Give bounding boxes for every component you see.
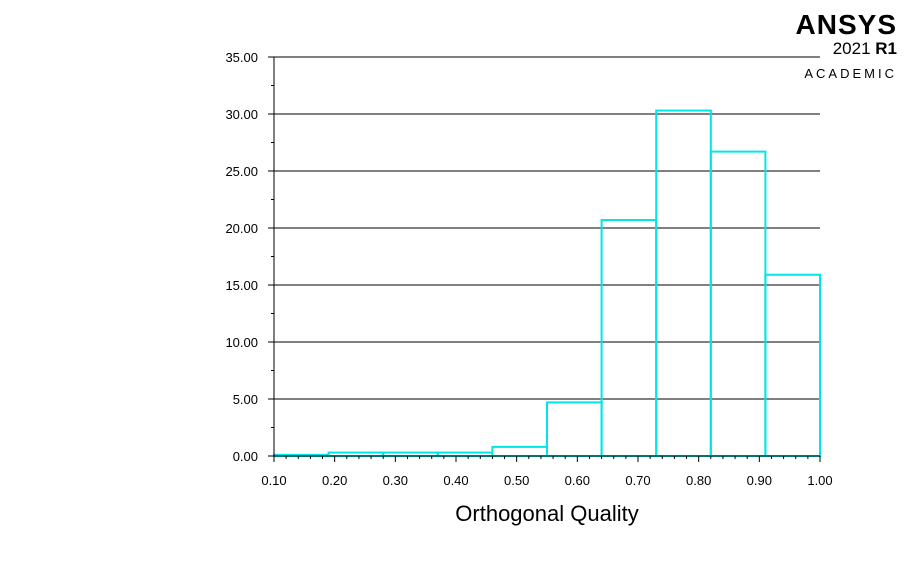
x-tick-label-4: 0.50 — [504, 473, 529, 488]
x-tick-label-2: 0.30 — [383, 473, 408, 488]
histogram-bar-5 — [546, 401, 603, 458]
x-tick-label-3: 0.40 — [443, 473, 468, 488]
histogram-bar-7 — [655, 109, 712, 458]
y-tick-label-0: 0.00 — [233, 449, 258, 464]
ansys-logo: ANSYS 2021 R1 ACADEMIC — [796, 10, 897, 81]
histogram-bar-6 — [600, 219, 658, 457]
x-tick-label-9: 1.00 — [807, 473, 832, 488]
brand-release: R1 — [875, 39, 897, 58]
brand-name: ANSYS — [795, 9, 897, 40]
chart-axes — [268, 56, 821, 462]
histogram-bars — [273, 109, 822, 458]
x-tick-label-8: 0.90 — [747, 473, 772, 488]
y-tick-label-4: 20.00 — [225, 221, 258, 236]
x-tick-label-5: 0.60 — [565, 473, 590, 488]
x-tick-label-7: 0.80 — [686, 473, 711, 488]
histogram-bar-4 — [491, 445, 548, 458]
brand-version: 2021 R1 — [796, 40, 897, 57]
x-tick-label-1: 0.20 — [322, 473, 347, 488]
grid-lines — [274, 56, 820, 400]
histogram-bar-3 — [436, 451, 494, 457]
histogram-bar-8 — [709, 150, 767, 457]
tick-labels: 0.00 5.00 10.00 15.00 20.00 25.00 30.00 35.00 0.… — [225, 50, 832, 488]
y-tick-label-7: 35.00 — [225, 50, 258, 65]
brand-edition: ACADEMIC — [804, 66, 897, 81]
y-tick-label-6: 30.00 — [225, 107, 258, 122]
x-tick-label-0: 0.10 — [261, 473, 286, 488]
x-axis-label: Orthogonal Quality — [455, 501, 638, 526]
histogram-bar-2 — [382, 451, 439, 457]
brand-year: 2021 — [832, 39, 871, 58]
y-tick-label-1: 5.00 — [233, 392, 258, 407]
y-tick-label-2: 10.00 — [225, 335, 258, 350]
y-tick-label-3: 15.00 — [225, 278, 258, 293]
histogram-bar-1 — [327, 451, 385, 457]
y-tick-label-5: 25.00 — [225, 164, 258, 179]
x-tick-label-6: 0.70 — [625, 473, 650, 488]
histogram-bar-9 — [764, 273, 822, 457]
